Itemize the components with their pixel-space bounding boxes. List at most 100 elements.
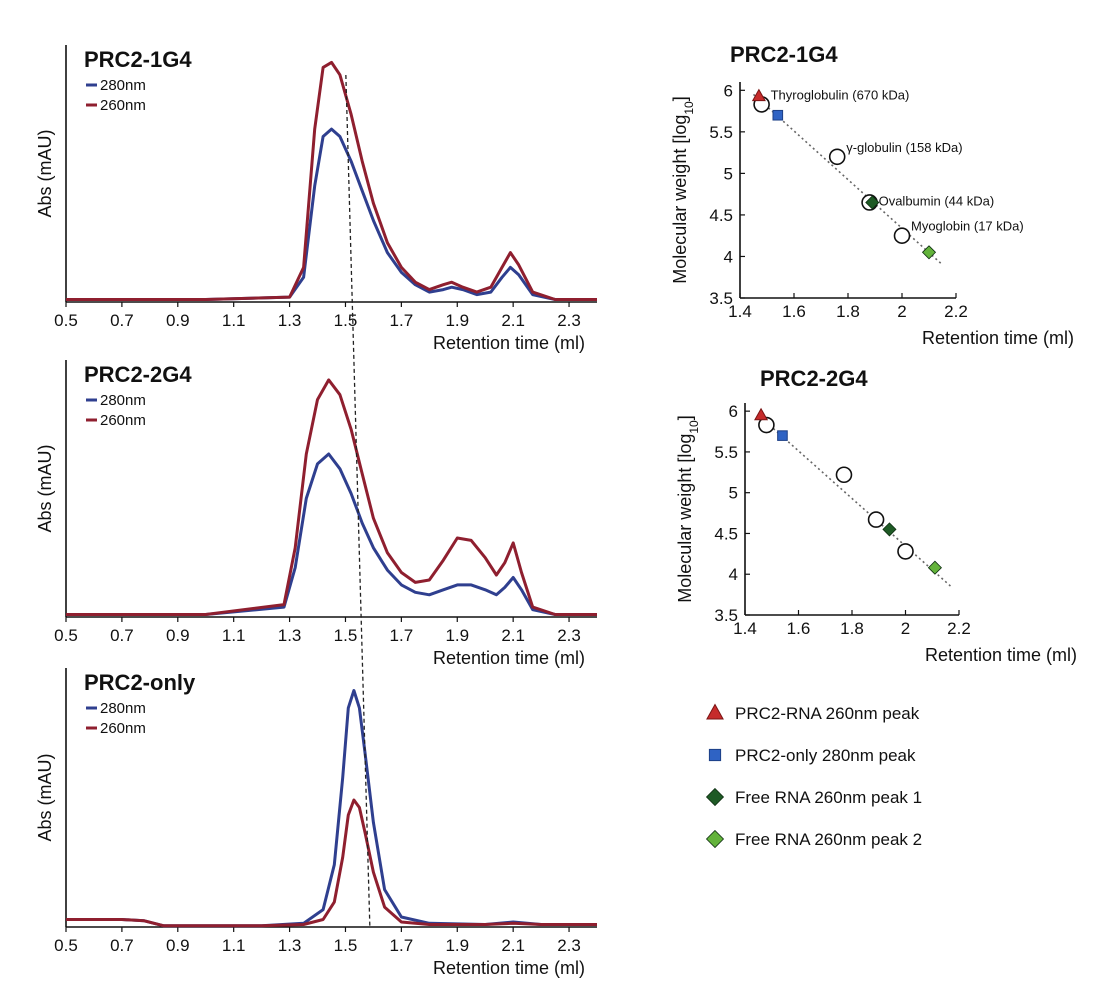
x-tick-label: 0.5 — [54, 311, 78, 330]
x-tick-label: 0.7 — [110, 311, 134, 330]
x-tick-label: 2.1 — [501, 311, 525, 330]
standard-label: Thyroglobulin (670 kDa) — [771, 87, 910, 102]
x-tick-label: 1.6 — [782, 302, 806, 321]
y-tick-label: 6 — [729, 402, 738, 421]
peak-marker-diamond — [882, 522, 897, 537]
x-tick-label: 1.3 — [278, 311, 302, 330]
key-label: Free RNA 260nm peak 2 — [735, 830, 922, 849]
peak-marker-triangle — [751, 88, 766, 102]
x-tick-label: 1.4 — [728, 302, 752, 321]
x-tick-label: 1.5 — [334, 311, 358, 330]
series-line-260nm — [66, 798, 597, 928]
standard-point — [867, 511, 885, 528]
x-tick-label: 2.3 — [557, 936, 581, 955]
x-tick-label: 1.9 — [445, 311, 469, 330]
x-tick-label: 1.1 — [222, 626, 246, 645]
standard-label: Ovalbumin (44 kDa) — [879, 193, 995, 208]
y-axis-label: Molecular weight [log10] — [675, 415, 701, 602]
panel-title: PRC2-2G4 — [760, 366, 868, 391]
x-tick-label: 2.3 — [557, 626, 581, 645]
key-label: PRC2-RNA 260nm peak — [735, 704, 920, 723]
x-tick-label: 1.8 — [836, 302, 860, 321]
x-tick-label: 0.5 — [54, 626, 78, 645]
x-axis-label: Retention time (ml) — [922, 328, 1074, 348]
panel-title: PRC2-1G4 — [730, 42, 838, 67]
x-axis-label: Retention time (ml) — [925, 645, 1077, 665]
x-tick-label: 1.9 — [445, 626, 469, 645]
x-tick-label: 1.5 — [334, 626, 358, 645]
x-tick-label: 2.2 — [944, 302, 968, 321]
y-tick-label: 3.5 — [709, 289, 733, 308]
y-axis-label: Abs (mAU) — [35, 753, 55, 841]
chromatogram-panels: 0.5 0.7 0.9 1.1 1.3 1.5 1.7 1.9 2.1 2.3 PRC2-1G4 28… — [35, 45, 597, 978]
x-tick-label: 1.5 — [334, 936, 358, 955]
calibration-panel-1: 1.4 1.6 1.8 2 2.2 3.5 4 4.5 5 5.5 6 Thyroglobulin (… — [670, 42, 1074, 348]
x-tick-label: 0.7 — [110, 626, 134, 645]
key-label: PRC2-only 280nm peak — [735, 746, 916, 765]
standard-point — [893, 227, 911, 244]
key-marker-triangle — [706, 703, 724, 720]
chromatogram-panel-2: 0.5 0.7 0.9 1.1 1.3 1.5 1.7 1.9 2.1 2.3 PRC2-2G4 28… — [35, 360, 597, 668]
y-tick-label: 6 — [724, 81, 733, 100]
peak-marker-square — [777, 430, 788, 441]
y-tick-label: 4 — [729, 565, 738, 584]
reference-dashed-line — [345, 74, 371, 928]
marker-legend: PRC2-RNA 260nm peak PRC2-only 280nm peak F… — [705, 703, 922, 849]
standard-point — [828, 148, 846, 166]
x-tick-label: 1.1 — [222, 936, 246, 955]
key-marker-diamond — [705, 829, 725, 849]
panel-title: PRC2-1G4 — [84, 47, 192, 72]
y-axis-label: Molecular weight [log10] — [670, 96, 696, 283]
x-tick-label: 1.3 — [278, 626, 302, 645]
y-tick-label: 3.5 — [714, 606, 738, 625]
calibration-panels: 1.4 1.6 1.8 2 2.2 3.5 4 4.5 5 5.5 6 Thyroglobulin (… — [670, 42, 1077, 665]
x-tick-label: 0.7 — [110, 936, 134, 955]
series-line-280nm — [66, 452, 597, 616]
series-line-260nm — [66, 60, 597, 301]
y-tick-label: 4.5 — [714, 524, 738, 543]
x-tick-label: 0.5 — [54, 936, 78, 955]
y-axis-label: Abs (mAU) — [35, 444, 55, 532]
x-tick-label: 1.7 — [390, 626, 414, 645]
legend-label: 280nm — [100, 77, 146, 94]
calibration-panel-2: 1.4 1.6 1.8 2 2.2 3.5 4 4.5 5 5.5 6 PRC2-2G4 Molecul… — [675, 366, 1077, 665]
legend-label: 260nm — [100, 412, 146, 429]
x-tick-label: 2.1 — [501, 626, 525, 645]
x-tick-label: 1.8 — [840, 619, 864, 638]
legend-label: 260nm — [100, 720, 146, 737]
peak-marker-square — [772, 109, 784, 121]
x-tick-label: 1.6 — [787, 619, 811, 638]
x-axis-label: Retention time (ml) — [433, 648, 585, 668]
key-marker-diamond — [705, 787, 725, 807]
x-tick-label: 1.7 — [390, 311, 414, 330]
standard-point — [835, 466, 853, 484]
x-tick-label: 0.9 — [166, 311, 190, 330]
x-tick-label: 1.3 — [278, 936, 302, 955]
y-tick-label: 5.5 — [709, 123, 733, 142]
fit-line — [757, 414, 952, 588]
x-tick-label: 2.3 — [557, 311, 581, 330]
legend-label: 280nm — [100, 392, 146, 409]
chromatogram-panel-1: 0.5 0.7 0.9 1.1 1.3 1.5 1.7 1.9 2.1 2.3 PRC2-1G4 28… — [35, 45, 597, 353]
y-tick-label: 4.5 — [709, 206, 733, 225]
y-tick-label: 5 — [729, 484, 738, 503]
x-tick-label: 2.1 — [501, 936, 525, 955]
x-tick-label: 0.9 — [166, 626, 190, 645]
x-tick-label: 1.4 — [733, 619, 757, 638]
standard-point — [897, 543, 914, 560]
x-tick-label: 2 — [897, 302, 906, 321]
key-label: Free RNA 260nm peak 1 — [735, 788, 922, 807]
series-line-280nm — [66, 127, 597, 301]
panel-title: PRC2-only — [84, 670, 196, 695]
x-tick-label: 2 — [901, 619, 910, 638]
x-tick-label: 1.1 — [222, 311, 246, 330]
legend-label: 280nm — [100, 700, 146, 717]
standard-label: Myoglobin (17 kDa) — [911, 219, 1024, 234]
key-marker-square — [708, 748, 722, 762]
chromatogram-panel-3: 0.5 0.7 0.9 1.1 1.3 1.5 1.7 1.9 2.1 2.3 PRC2-only 2… — [35, 668, 597, 978]
y-tick-label: 5 — [724, 164, 733, 183]
y-axis-label: Abs (mAU) — [35, 129, 55, 217]
panel-title: PRC2-2G4 — [84, 362, 192, 387]
x-tick-label: 0.9 — [166, 936, 190, 955]
